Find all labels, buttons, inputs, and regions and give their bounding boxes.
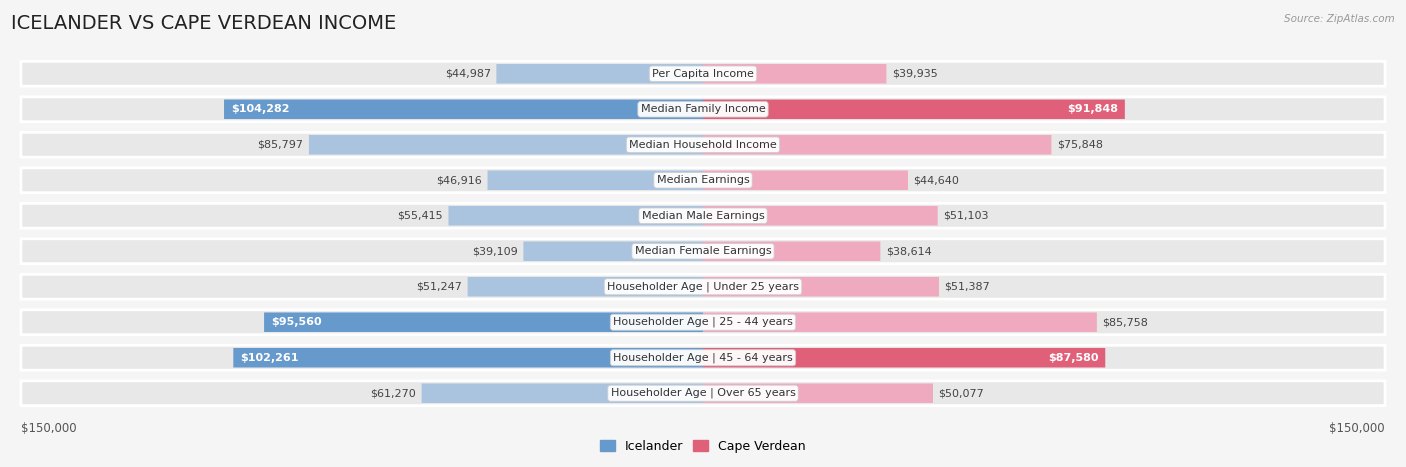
Text: Householder Age | Under 25 years: Householder Age | Under 25 years	[607, 282, 799, 292]
Text: Median Earnings: Median Earnings	[657, 175, 749, 185]
FancyBboxPatch shape	[21, 274, 1385, 299]
Text: $55,415: $55,415	[398, 211, 443, 221]
Text: $50,077: $50,077	[939, 388, 984, 398]
FancyBboxPatch shape	[703, 277, 939, 297]
FancyBboxPatch shape	[21, 345, 1385, 370]
Text: Householder Age | 25 - 44 years: Householder Age | 25 - 44 years	[613, 317, 793, 327]
FancyBboxPatch shape	[21, 310, 1385, 335]
Text: $75,848: $75,848	[1057, 140, 1102, 150]
FancyBboxPatch shape	[523, 241, 703, 261]
Text: $85,797: $85,797	[257, 140, 304, 150]
Text: $39,935: $39,935	[891, 69, 938, 79]
Text: $104,282: $104,282	[231, 104, 290, 114]
Text: Median Male Earnings: Median Male Earnings	[641, 211, 765, 221]
Text: Median Family Income: Median Family Income	[641, 104, 765, 114]
Text: $150,000: $150,000	[21, 422, 76, 435]
Text: Householder Age | 45 - 64 years: Householder Age | 45 - 64 years	[613, 353, 793, 363]
FancyBboxPatch shape	[703, 312, 1097, 332]
FancyBboxPatch shape	[703, 383, 934, 403]
Text: $102,261: $102,261	[240, 353, 298, 363]
FancyBboxPatch shape	[703, 64, 886, 84]
Text: $87,580: $87,580	[1047, 353, 1098, 363]
Text: $85,758: $85,758	[1102, 317, 1149, 327]
Text: $51,387: $51,387	[945, 282, 990, 292]
Text: Per Capita Income: Per Capita Income	[652, 69, 754, 79]
FancyBboxPatch shape	[264, 312, 703, 332]
FancyBboxPatch shape	[703, 206, 938, 226]
Text: $51,247: $51,247	[416, 282, 463, 292]
FancyBboxPatch shape	[422, 383, 703, 403]
FancyBboxPatch shape	[449, 206, 703, 226]
FancyBboxPatch shape	[703, 241, 880, 261]
FancyBboxPatch shape	[703, 348, 1105, 368]
FancyBboxPatch shape	[21, 239, 1385, 264]
FancyBboxPatch shape	[233, 348, 703, 368]
FancyBboxPatch shape	[496, 64, 703, 84]
Text: $61,270: $61,270	[370, 388, 416, 398]
Text: $44,640: $44,640	[914, 175, 959, 185]
Text: Median Household Income: Median Household Income	[628, 140, 778, 150]
Text: $39,109: $39,109	[472, 246, 517, 256]
FancyBboxPatch shape	[21, 203, 1385, 228]
Text: $46,916: $46,916	[436, 175, 482, 185]
FancyBboxPatch shape	[488, 170, 703, 190]
Text: $44,987: $44,987	[444, 69, 491, 79]
Text: Householder Age | Over 65 years: Householder Age | Over 65 years	[610, 388, 796, 398]
FancyBboxPatch shape	[703, 99, 1125, 119]
Text: ICELANDER VS CAPE VERDEAN INCOME: ICELANDER VS CAPE VERDEAN INCOME	[11, 14, 396, 33]
Text: Source: ZipAtlas.com: Source: ZipAtlas.com	[1284, 14, 1395, 24]
FancyBboxPatch shape	[309, 135, 703, 155]
FancyBboxPatch shape	[703, 135, 1052, 155]
FancyBboxPatch shape	[21, 61, 1385, 86]
FancyBboxPatch shape	[703, 170, 908, 190]
Text: $150,000: $150,000	[1330, 422, 1385, 435]
FancyBboxPatch shape	[468, 277, 703, 297]
Legend: Icelander, Cape Verdean: Icelander, Cape Verdean	[595, 435, 811, 458]
FancyBboxPatch shape	[21, 132, 1385, 157]
Text: $95,560: $95,560	[271, 317, 322, 327]
Text: $51,103: $51,103	[943, 211, 988, 221]
Text: $91,848: $91,848	[1067, 104, 1118, 114]
Text: $38,614: $38,614	[886, 246, 932, 256]
FancyBboxPatch shape	[21, 168, 1385, 193]
FancyBboxPatch shape	[21, 97, 1385, 122]
Text: Median Female Earnings: Median Female Earnings	[634, 246, 772, 256]
FancyBboxPatch shape	[21, 381, 1385, 406]
FancyBboxPatch shape	[224, 99, 703, 119]
